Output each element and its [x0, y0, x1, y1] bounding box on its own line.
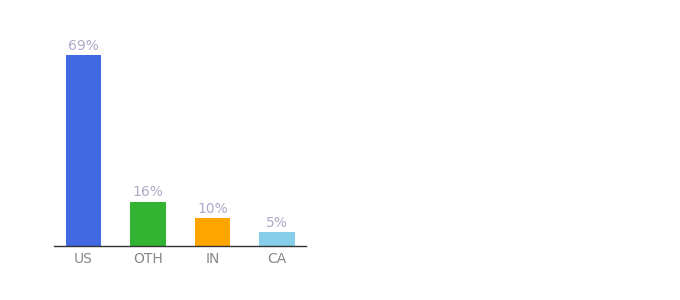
Bar: [194, 218, 230, 246]
Bar: [131, 202, 166, 246]
Text: 5%: 5%: [266, 216, 288, 230]
Text: 16%: 16%: [133, 185, 163, 200]
Text: 69%: 69%: [68, 39, 99, 53]
Text: 10%: 10%: [197, 202, 228, 216]
Bar: [259, 232, 294, 246]
Bar: [66, 55, 101, 246]
